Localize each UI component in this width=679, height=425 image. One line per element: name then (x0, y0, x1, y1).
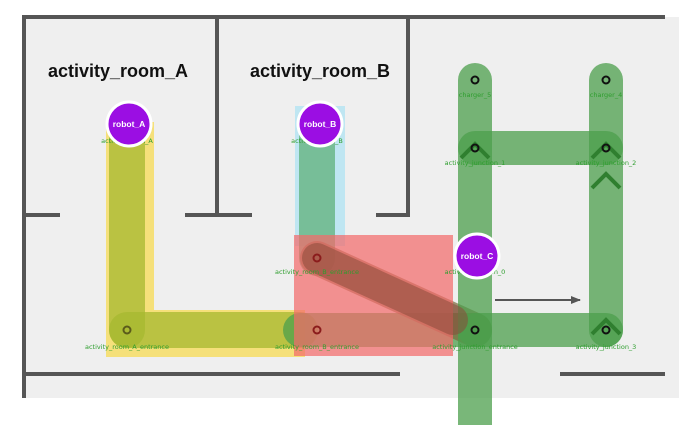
waypoint-junction-entrance[interactable] (470, 325, 480, 335)
waypoint-label: charger_5 (459, 91, 491, 99)
robot-b[interactable]: robot_B (296, 100, 344, 148)
wall-room-a-south-right (185, 213, 252, 217)
robot-c-label: robot_C (461, 251, 494, 261)
chevron-up-icon (590, 171, 622, 190)
wall-left (22, 15, 26, 398)
chevron-up-icon (590, 317, 622, 336)
waypoint-junction-1[interactable] (470, 143, 480, 153)
robot-b-marker[interactable] (296, 100, 344, 148)
waypoint-label: activity_junction_3 (576, 343, 637, 351)
waypoint-charger-4[interactable] (601, 75, 611, 85)
robot-c-marker[interactable] (453, 232, 501, 280)
wall-corridor-south (22, 372, 400, 376)
blocked-lane-diagonal (302, 243, 468, 335)
robot-a[interactable]: robot_A (105, 100, 153, 148)
robot-a-marker[interactable] (105, 100, 153, 148)
wall-top (22, 15, 665, 19)
waypoint-label: activity_room_B_entrance (275, 268, 359, 276)
room-title-b: activity_room_B (250, 61, 390, 81)
robot-b-label: robot_B (304, 119, 337, 129)
waypoint-label: charger_4 (590, 91, 622, 99)
waypoint-label: activity_junction_entrance (432, 343, 518, 351)
walls (22, 15, 665, 398)
waypoint-junction-2[interactable] (601, 143, 611, 153)
wall-room-divider (215, 15, 219, 217)
wall-room-b-south (376, 213, 410, 217)
robot-a-label: robot_A (113, 119, 146, 129)
waypoint-label: activity_room_B_entrance (275, 343, 359, 351)
robot-c[interactable]: robot_C (453, 232, 501, 280)
wall-corridor-south-east (560, 372, 665, 376)
waypoint-room-b-entrance[interactable] (312, 253, 322, 263)
waypoint-room-b-entrance-2[interactable] (312, 325, 322, 335)
room-title-a: activity_room_A (48, 61, 188, 81)
waypoint-label: activity_junction_1 (445, 159, 506, 167)
waypoint-charger-5[interactable] (470, 75, 480, 85)
wall-room-a-south-left (22, 213, 60, 217)
waypoint-label: activity_room_A_entrance (85, 343, 169, 351)
waypoints[interactable] (122, 75, 611, 335)
wall-room-b-east (406, 15, 410, 217)
waypoint-label: activity_junction_2 (576, 159, 637, 167)
waypoint-junction-3[interactable] (601, 325, 611, 335)
waypoint-room-a-entrance[interactable] (122, 325, 132, 335)
